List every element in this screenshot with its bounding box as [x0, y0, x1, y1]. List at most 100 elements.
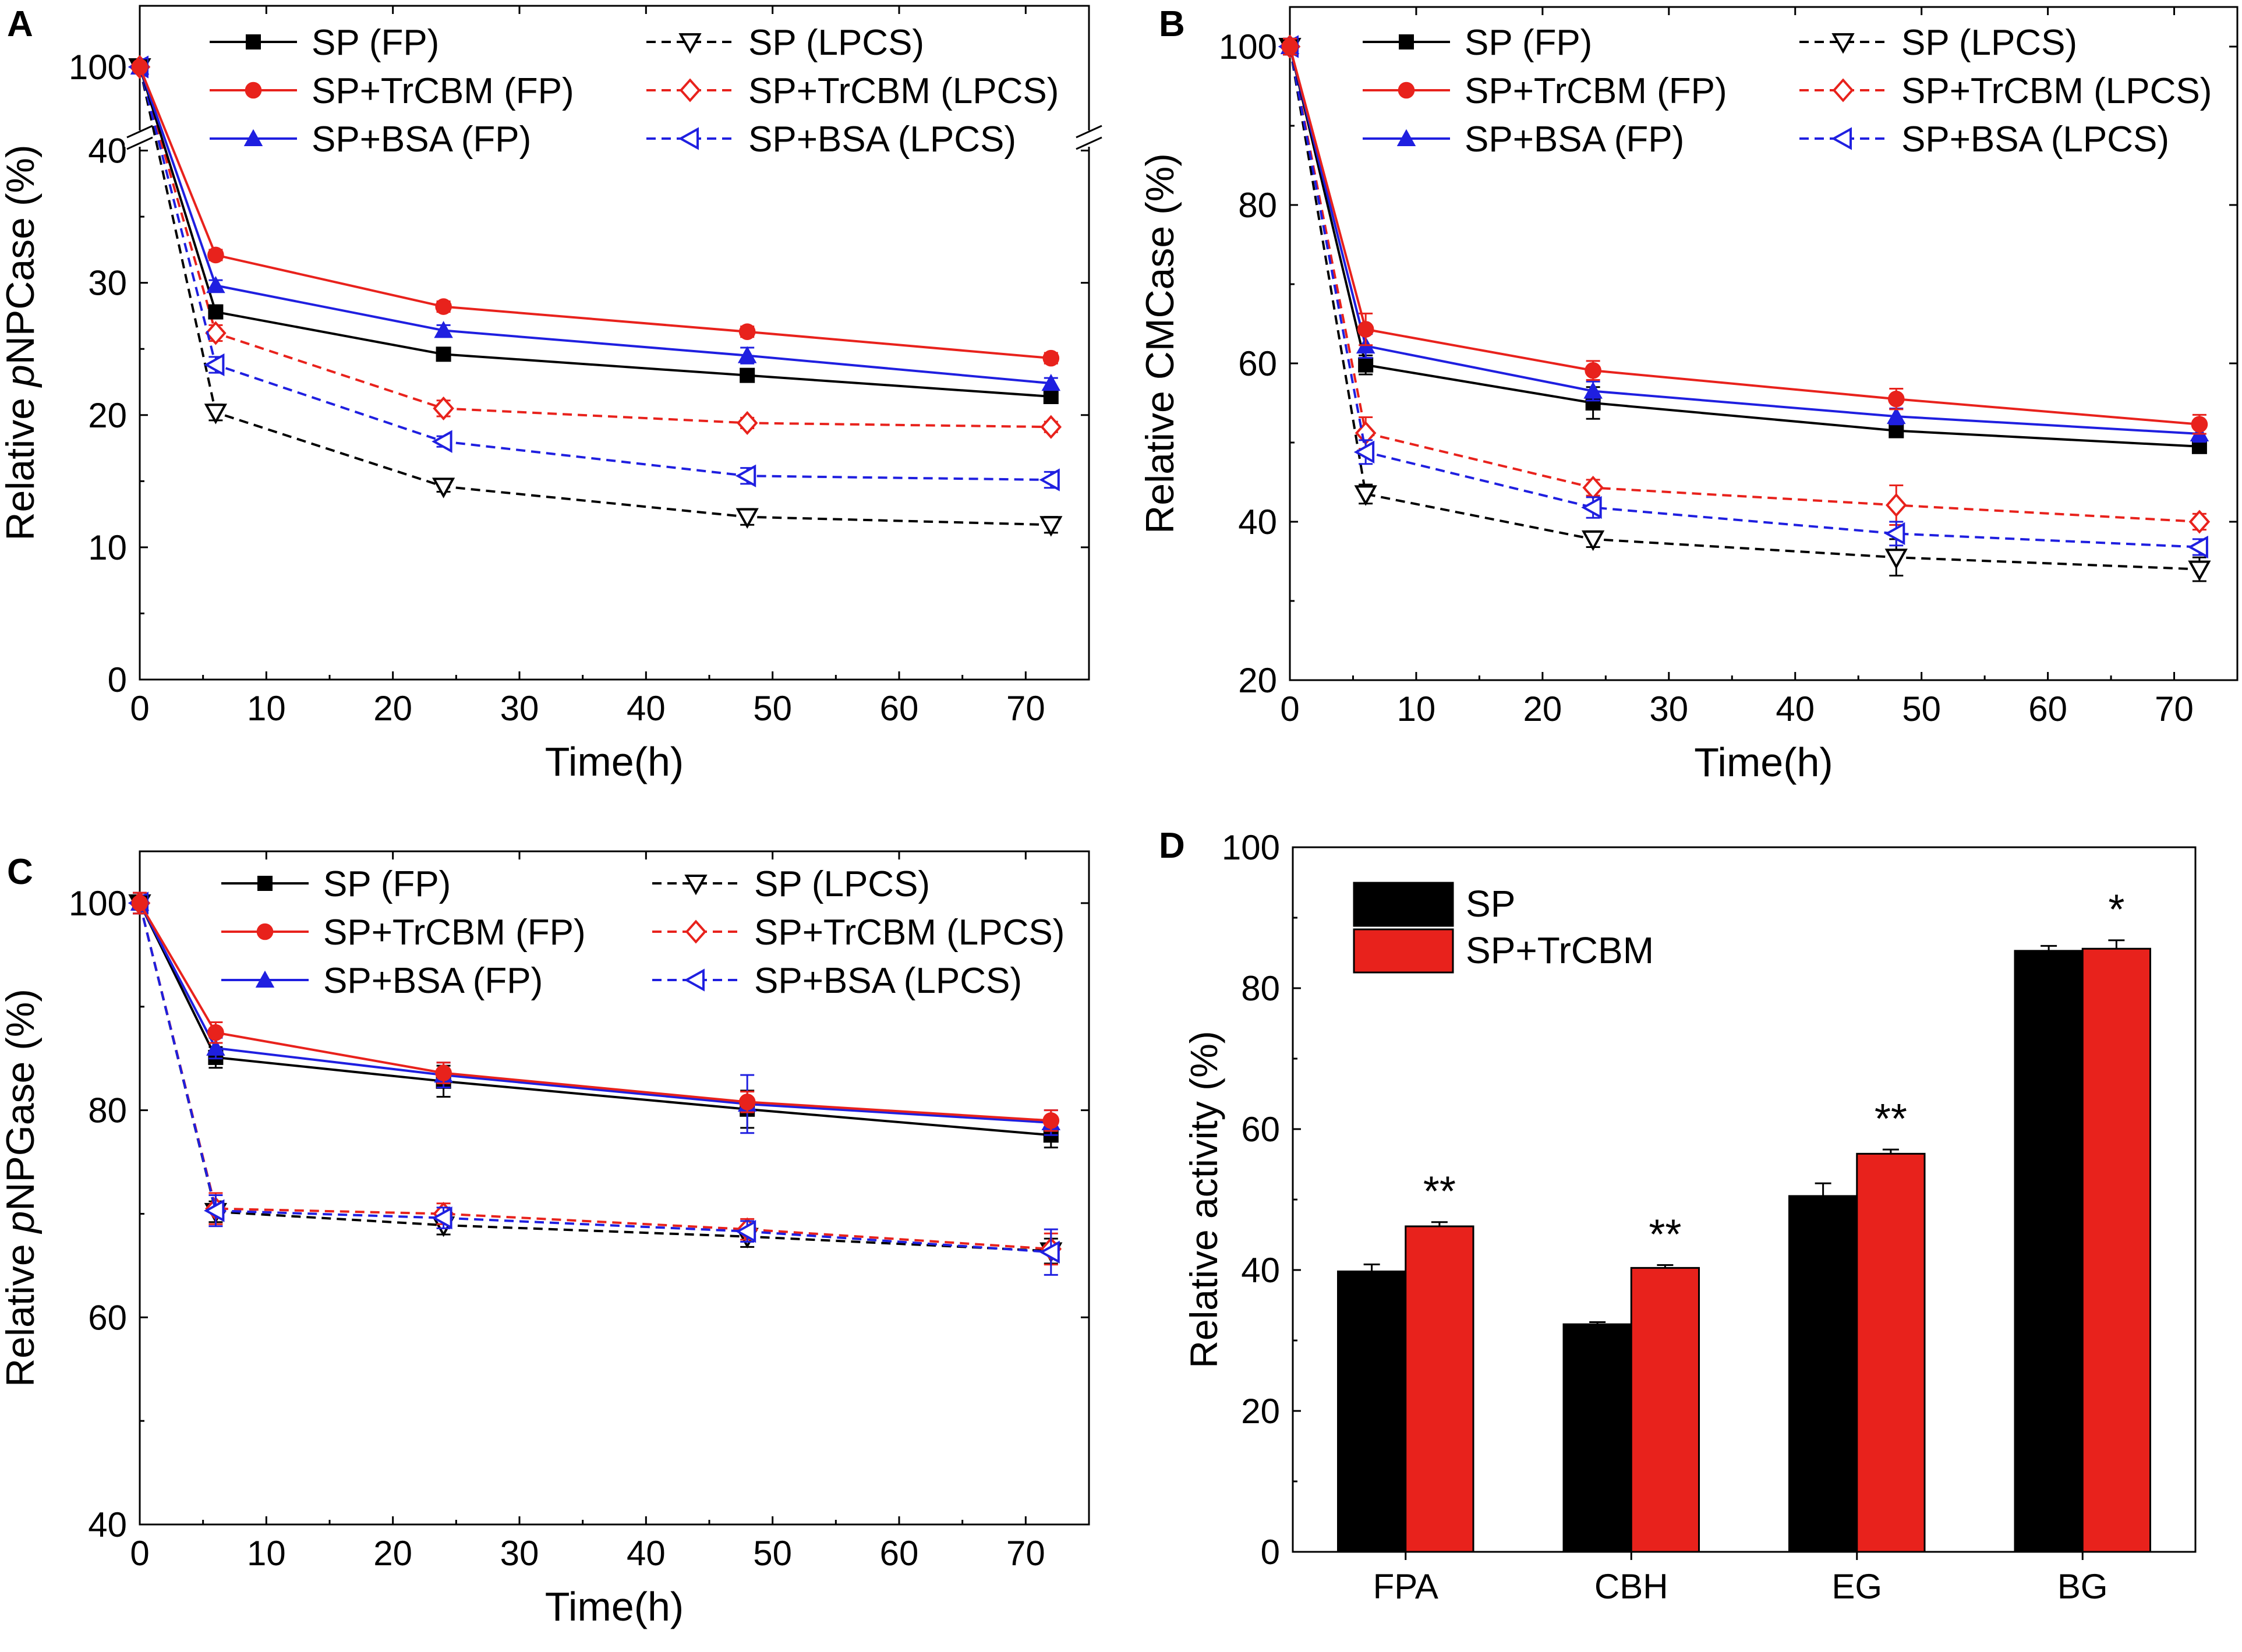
legend-label: SP+BSA (FP): [1465, 119, 1684, 160]
data-point: [207, 246, 224, 264]
x-tick-label: 30: [500, 689, 539, 728]
bar-sp-trcbm-eg: [1856, 1148, 1926, 1553]
legend-entry-sp-trcbm: SP+TrCBM: [1353, 928, 1654, 974]
axis-break-mark: [1076, 136, 1102, 150]
x-tick-label: 20: [373, 1534, 412, 1573]
y-axis: 40 60 80 100: [69, 884, 1089, 1544]
data-point: [738, 1094, 756, 1110]
legend-entry-sp-trcbm-fp: SP+TrCBM (FP): [221, 912, 586, 953]
series-sp-trcbm-fp: [1281, 37, 2208, 435]
legend-label: SP+TrCBM (LPCS): [754, 912, 1065, 953]
y-tick-label: 20: [88, 396, 127, 435]
x-tick-label: 60: [2028, 689, 2067, 728]
data-point: [2188, 510, 2211, 534]
x-tick-label: 60: [880, 689, 919, 728]
legend-swatch: [1353, 928, 1454, 974]
legend-entry-sp-fp: SP (FP): [221, 864, 451, 904]
bar-sp-trcbm-fpa: [1405, 1221, 1474, 1553]
bar-sp-bg: [2014, 944, 2084, 1553]
legend-entry-sp-trcbm-fp: SP+TrCBM (FP): [210, 71, 574, 111]
panel-b: B 0 10 20 30 40 50 60 70 Time(h) 20 40 60 80 100 Relat…: [1138, 4, 2239, 785]
y-tick-label: 60: [88, 1298, 127, 1337]
x-axis: 0 10 20 30 40 50 60 70: [130, 6, 1090, 728]
data-point: [206, 1038, 225, 1056]
x-tick-label: 50: [1902, 689, 1941, 728]
data-point: [208, 304, 224, 320]
data-point: [434, 321, 453, 338]
data-point: [1354, 485, 1377, 506]
x-tick-label: 40: [627, 1534, 666, 1573]
legend-entry-sp-fp: SP (FP): [1363, 23, 1592, 63]
data-point: [435, 298, 452, 315]
bar: [1337, 1270, 1407, 1553]
data-point: [735, 464, 756, 487]
data-point: [1581, 496, 1602, 519]
data-point: [205, 321, 227, 345]
y-tick-label: 80: [88, 1091, 127, 1130]
x-tick-label: CBH: [1594, 1567, 1668, 1606]
legend-entry-sp-lpcs: SP (LPCS): [646, 23, 924, 63]
data-point: [2187, 535, 2208, 559]
series-sp-trcbm-fp: [131, 892, 1060, 1132]
legend-entry-sp-fp: SP (FP): [210, 23, 439, 63]
bar-sp-trcbm-cbh: [1630, 1264, 1700, 1553]
legend-label: SP (LPCS): [748, 23, 924, 63]
legend-entry-sp-trcbm-lpcs: SP+TrCBM (LPCS): [652, 912, 1065, 953]
y-tick-label: 30: [88, 264, 127, 303]
legend-marker: [1832, 78, 1854, 102]
y-axis: 20 40 60 80 100: [1219, 27, 2237, 700]
data-point: [131, 894, 148, 912]
legend-marker: [685, 919, 707, 944]
significance-marker: *: [2108, 887, 2124, 933]
legend-marker: [246, 34, 261, 49]
x-tick-label: 10: [247, 1534, 286, 1573]
data-point: [1039, 516, 1063, 537]
x-tick-label: 70: [2155, 689, 2194, 728]
y-axis: 0 10 20 30 40 100: [69, 48, 1104, 699]
legend: SP (FP) SP+TrCBM (FP) SP+BSA (FP) SP (LPCS)…: [1363, 23, 2212, 160]
y-tick-label: 80: [1238, 186, 1277, 225]
x-axis: 0 10 20 30 40 50 60 70: [1280, 7, 2239, 728]
panel-b-plot: 0 10 20 30 40 50 60 70 Time(h) 20 40 60 80 100 Relativ…: [1138, 6, 2239, 785]
legend-label: SP (FP): [323, 864, 451, 904]
series-sp-trcbm-lpcs: [1279, 34, 2211, 534]
bar: [1562, 1323, 1632, 1553]
series-sp-trcbm-lpcs: [129, 55, 1062, 439]
data-point: [432, 1206, 452, 1230]
y-tick-label-break: 100: [69, 48, 127, 87]
legend-label: SP+TrCBM (FP): [1465, 71, 1727, 111]
x-tick-label: 40: [627, 689, 666, 728]
x-axis-label: Time(h): [545, 1584, 684, 1629]
legend-label: SP (LPCS): [754, 864, 930, 904]
bar: [1856, 1152, 1926, 1553]
data-point: [1884, 549, 1908, 569]
legend-label: SP (FP): [312, 23, 439, 63]
y-tick-label: 40: [88, 132, 127, 171]
data-point: [735, 508, 759, 529]
data-point: [131, 58, 148, 76]
data-point: [735, 1220, 756, 1243]
series-line: [139, 903, 1051, 1254]
y-axis-label: Relative pNPCase (%): [0, 144, 43, 540]
data-point: [432, 477, 455, 498]
legend-swatch: [1353, 882, 1454, 927]
y-axis-label: Relative CMCase (%): [1138, 153, 1182, 534]
data-point: [1585, 362, 1601, 379]
x-tick-label: 0: [1280, 689, 1299, 728]
panel-a: A 0 10 20 30 40 50 60 70 Time(h) 0 10 20 30 40 100 Rela…: [0, 4, 1104, 784]
panel-c-letter: C: [7, 852, 33, 892]
bar: [1788, 1195, 1858, 1553]
y-tick-label: 60: [1241, 1110, 1280, 1149]
y-tick-label: 0: [108, 660, 127, 699]
legend: SP (FP) SP+TrCBM (FP) SP+BSA (FP) SP (LPCS)…: [221, 864, 1065, 1001]
legend-label: SP+TrCBM: [1466, 929, 1654, 971]
data-point: [1357, 321, 1374, 338]
data-point: [1039, 468, 1060, 491]
legend-label: SP+BSA (LPCS): [754, 961, 1022, 1001]
panel-a-letter: A: [7, 4, 33, 44]
x-tick-label: 60: [880, 1534, 919, 1573]
data-point: [433, 396, 454, 420]
data-point: [204, 404, 228, 425]
series-sp-trcbm-fp: [131, 58, 1060, 367]
bar: [2014, 950, 2084, 1553]
